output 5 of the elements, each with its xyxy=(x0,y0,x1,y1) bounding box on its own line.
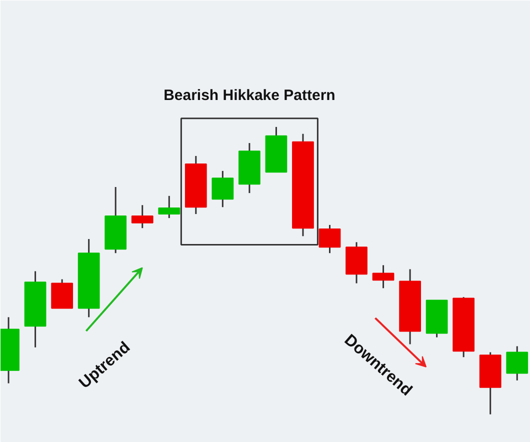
text: Bearish Hikkake Pattern xyxy=(164,86,336,104)
candlestick xyxy=(506,345,528,382)
candlestick xyxy=(131,204,154,229)
candlestick xyxy=(212,170,234,208)
candlestick xyxy=(372,264,394,289)
